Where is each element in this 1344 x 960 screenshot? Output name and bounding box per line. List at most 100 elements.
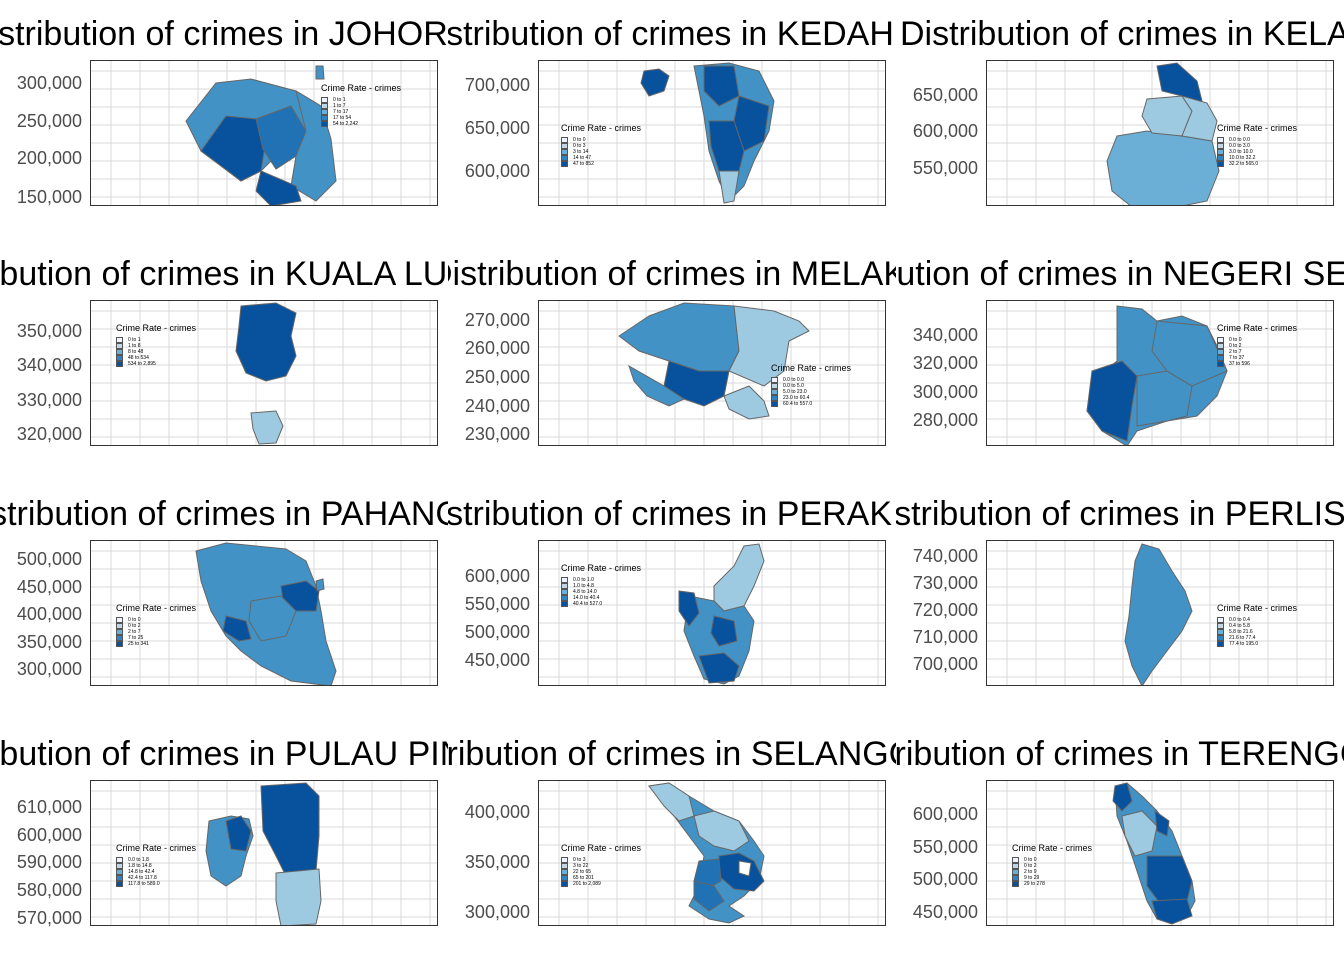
map-panel-johor: Distribution of crimes in JOHOR 300,000 … [0, 0, 448, 240]
legend-item: 117.8 to 589.0 [116, 881, 196, 887]
map-plot: Crime Rate - crimes 0.0 to 1.8 1.8 to 14… [90, 780, 438, 926]
legend-swatch [321, 103, 328, 109]
legend-title: Crime Rate - crimes [1012, 843, 1093, 853]
panel-title: Distribution of crimes in KUALA LUMPUR [0, 254, 448, 294]
y-tick-label: 350,000 [16, 632, 82, 652]
legend-label: 22 to 65 [573, 869, 592, 875]
map-region [222, 615, 252, 642]
legend-item: 1 to 7 [321, 103, 401, 109]
y-tick-label: 250,000 [16, 111, 82, 131]
legend-label: 3 to 22 [573, 863, 589, 869]
legend-swatch [321, 121, 328, 127]
y-tick-label: 270,000 [464, 310, 530, 330]
panel-title: Distribution of crimes in SELANGOR [448, 734, 896, 774]
map-panel-terengganu: Distribution of crimes in TERENGGANU 600… [896, 720, 1344, 960]
y-tick-label: 650,000 [912, 85, 978, 105]
legend-label: 0 to 2 [128, 623, 141, 629]
legend-item: 29 to 278 [1012, 881, 1092, 887]
legend-item: 0.0 to 0.0 [771, 377, 851, 383]
legend-label: 7 to 25 [128, 635, 144, 641]
y-tick-label: 200,000 [16, 148, 82, 168]
map-panel-negeri-sembilan: Distribution of crimes in NEGERI SEMBILA… [896, 240, 1344, 480]
panel-title: Distribution of crimes in JOHOR [0, 14, 448, 54]
legend-label: 65 to 201 [573, 875, 594, 881]
legend-item: 0 to 0 [1012, 857, 1092, 863]
legend-label: 42.4 to 117.8 [128, 875, 157, 881]
legend-item: 1.0 to 4.8 [561, 583, 641, 589]
map-panel-selangor: Distribution of crimes in SELANGOR 400,0… [448, 720, 896, 960]
legend-swatch [771, 377, 778, 383]
legend-swatch [561, 595, 568, 601]
legend-item: 0.0 to 1.0 [561, 577, 641, 583]
y-tick-label: 300,000 [16, 659, 82, 679]
legend-item: 0.4 to 5.8 [1217, 623, 1297, 629]
map-plot: Crime Rate - crimes 0 to 0 0 to 2 2 to 7… [986, 300, 1334, 446]
legend-item: 40.4 to 527.0 [561, 601, 641, 607]
map-panel-kedah: Distribution of crimes in KEDAH 700,000 … [448, 0, 896, 240]
map-region [1121, 810, 1158, 857]
map-legend: Crime Rate - crimes 0.0 to 0.4 0.4 to 5.… [1217, 603, 1297, 647]
legend-label: 117.8 to 589.0 [128, 881, 160, 887]
legend-swatch [1217, 635, 1224, 641]
map-legend: Crime Rate - crimes 0 to 3 3 to 22 22 to… [561, 843, 641, 887]
legend-swatch [1217, 617, 1224, 623]
legend-swatch [321, 97, 328, 103]
map-legend: Crime Rate - crimes 0 to 0 0 to 2 2 to 7… [116, 603, 196, 647]
legend-label: 1.0 to 4.8 [573, 583, 594, 589]
y-tick-label: 600,000 [464, 566, 530, 586]
y-tick-label: 450,000 [912, 902, 978, 922]
legend-item: 9 to 29 [1012, 875, 1092, 881]
legend-swatch [1217, 343, 1224, 349]
legend-item: 0 to 2 [1217, 343, 1297, 349]
legend-label: 0 to 1 [128, 337, 141, 343]
map-panel-kuala-lumpur: Distribution of crimes in KUALA LUMPUR 3… [0, 240, 448, 480]
legend-label: 0.0 to 1.8 [128, 857, 149, 863]
y-tick-label: 700,000 [912, 654, 978, 674]
legend-item: 0 to 0 [116, 617, 196, 623]
panel-title: Distribution of crimes in PAHANG [0, 494, 448, 534]
panel-title-text: Distribution of crimes in MELAKA [448, 255, 896, 293]
y-tick-label: 570,000 [16, 908, 82, 928]
panel-title-text: Distribution of crimes in PERAK [448, 495, 893, 533]
legend-swatch [1217, 143, 1224, 149]
legend-swatch [321, 109, 328, 115]
legend-swatch [771, 395, 778, 401]
legend-label: 0.0 to 5.0 [783, 383, 804, 389]
legend-title: Crime Rate - crimes [321, 83, 402, 93]
map-region [235, 302, 297, 382]
legend-swatch [561, 863, 568, 869]
legend-label: 0.0 to 0.0 [1229, 137, 1250, 143]
legend-label: 0.0 to 0.4 [1229, 617, 1250, 623]
y-tick-label: 150,000 [16, 187, 82, 207]
legend-item: 7 to 37 [1217, 355, 1297, 361]
y-tick-label: 700,000 [464, 75, 530, 95]
legend-swatch [116, 857, 123, 863]
map-region [1180, 95, 1218, 142]
legend-label: 0.4 to 5.8 [1229, 623, 1250, 629]
legend-item: 65 to 201 [561, 875, 641, 881]
y-tick-label: 580,000 [16, 880, 82, 900]
map-graticule [987, 541, 1333, 685]
legend-swatch [1217, 155, 1224, 161]
y-tick-label: 300,000 [464, 902, 530, 922]
y-tick-label: 550,000 [912, 158, 978, 178]
panel-title: Distribution of crimes in TERENGGANU [896, 734, 1344, 774]
legend-label: 534 to 2,895 [128, 361, 156, 367]
legend-item: 0 to 2 [116, 623, 196, 629]
legend-swatch [116, 361, 123, 367]
legend-item: 3 to 14 [561, 149, 641, 155]
map-panel-melaka: Distribution of crimes in MELAKA 270,000… [448, 240, 896, 480]
legend-swatch [116, 629, 123, 635]
legend-title: Crime Rate - crimes [561, 843, 642, 853]
map-region [1151, 898, 1193, 925]
legend-swatch [1217, 355, 1224, 361]
legend-label: 9 to 29 [1024, 875, 1040, 881]
legend-label: 0 to 0 [573, 137, 586, 143]
legend-title: Crime Rate - crimes [116, 843, 197, 853]
map-legend: Crime Rate - crimes 0 to 1 1 to 8 8 to 4… [116, 323, 196, 367]
panel-title-text: Distribution of crimes in KEDAH [448, 15, 894, 53]
legend-label: 32.2 to 565.0 [1229, 161, 1259, 167]
legend-label: 0 to 0 [1024, 857, 1037, 863]
legend-swatch [561, 155, 568, 161]
legend-label: 47 to 852 [573, 161, 594, 167]
